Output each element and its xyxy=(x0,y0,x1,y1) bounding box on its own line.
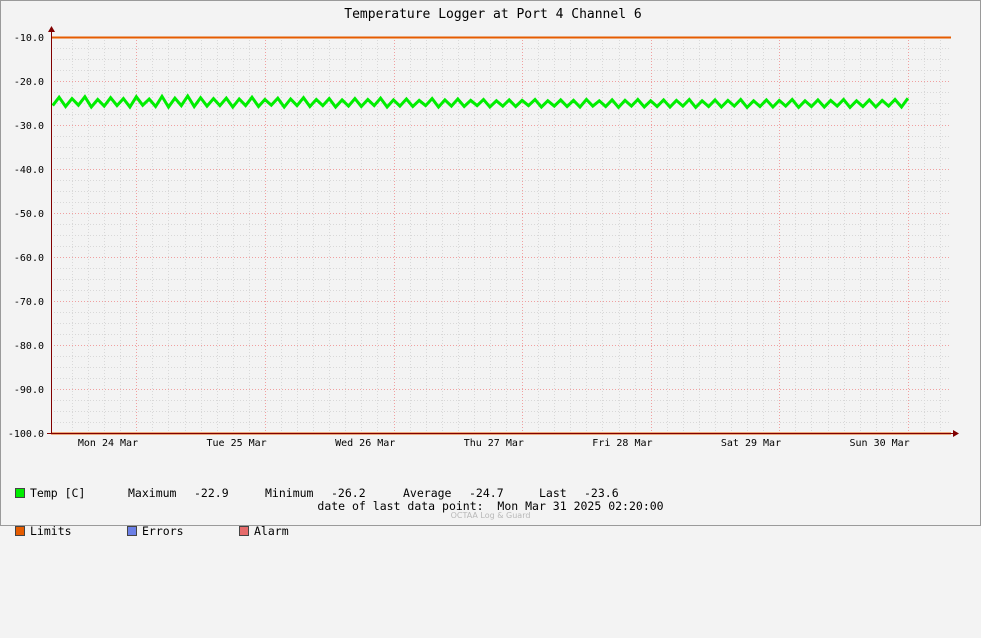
y-tick-label: -30.0 xyxy=(14,121,44,132)
temp-swatch-icon xyxy=(15,488,25,498)
minimum-value: -26.2 xyxy=(331,486,366,500)
y-axis-arrow-icon xyxy=(48,26,55,32)
maximum-label: Maximum xyxy=(128,486,177,500)
legend-temp-label: Temp [C] xyxy=(30,486,86,500)
y-tick-label: -80.0 xyxy=(14,341,44,352)
x-tick-label: Thu 27 Mar xyxy=(464,438,524,449)
chart-canvas: Temperature Logger at Port 4 Channel 6 -… xyxy=(8,7,959,449)
chart-title: Temperature Logger at Port 4 Channel 6 xyxy=(344,7,641,22)
y-tick-label: -40.0 xyxy=(14,165,44,176)
last-data-point: date of last data point: Mon Mar 31 2025… xyxy=(0,499,981,513)
x-tick-label: Sat 29 Mar xyxy=(721,438,781,449)
maximum-value: -22.9 xyxy=(194,486,229,500)
last-label: Last xyxy=(539,486,567,500)
watermark: OCTAA Log & Guard xyxy=(450,511,531,520)
legend-alarm-label: Alarm xyxy=(254,523,289,538)
y-tick-label: -60.0 xyxy=(14,253,44,264)
y-tick-label: -20.0 xyxy=(14,77,44,88)
last-data-point-label: date of last data point: xyxy=(317,499,484,513)
temperature-line xyxy=(51,93,910,110)
last-data-point-value: Mon Mar 31 2025 02:20:00 xyxy=(497,499,664,513)
x-tick-label: Wed 26 Mar xyxy=(335,438,395,449)
temperature-series xyxy=(51,93,910,110)
errors-swatch-icon xyxy=(127,525,137,536)
x-axis-arrow-icon xyxy=(953,430,959,437)
x-tick-label: Mon 24 Mar xyxy=(78,438,138,449)
x-tick-labels: Mon 24 Mar Tue 25 Mar Wed 26 Mar Thu 27 Mar… xyxy=(78,438,910,449)
minimum-label: Minimum xyxy=(265,486,314,500)
average-value: -24.7 xyxy=(469,486,504,500)
alarm-swatch-icon xyxy=(239,525,249,536)
legend-row-status: Limits Errors Alarm xyxy=(15,524,289,538)
last-value: -23.6 xyxy=(584,486,619,500)
y-tick-label: -100.0 xyxy=(8,429,44,440)
y-tick-label: -50.0 xyxy=(14,209,44,220)
axes xyxy=(47,26,959,437)
x-tick-label: Sun 30 Mar xyxy=(849,438,909,449)
y-tick-label: -90.0 xyxy=(14,385,44,396)
y-tick-label: -10.0 xyxy=(14,33,44,44)
y-tick-label: -70.0 xyxy=(14,297,44,308)
average-label: Average xyxy=(403,486,452,500)
legend-row-temp: Temp [C] Maximum -22.9 Minimum -26.2 Ave… xyxy=(15,487,619,500)
x-tick-label: Fri 28 Mar xyxy=(592,438,652,449)
major-grid xyxy=(51,37,951,434)
legend-limits-label: Limits xyxy=(30,523,72,538)
legend-errors-label: Errors xyxy=(142,523,184,538)
y-tick-labels: -10.0 -20.0 -30.0 -40.0 -50.0 -60.0 -70.0 -80.0… xyxy=(8,33,44,440)
x-tick-label: Tue 25 Mar xyxy=(206,438,266,449)
limits-swatch-icon xyxy=(15,525,25,536)
